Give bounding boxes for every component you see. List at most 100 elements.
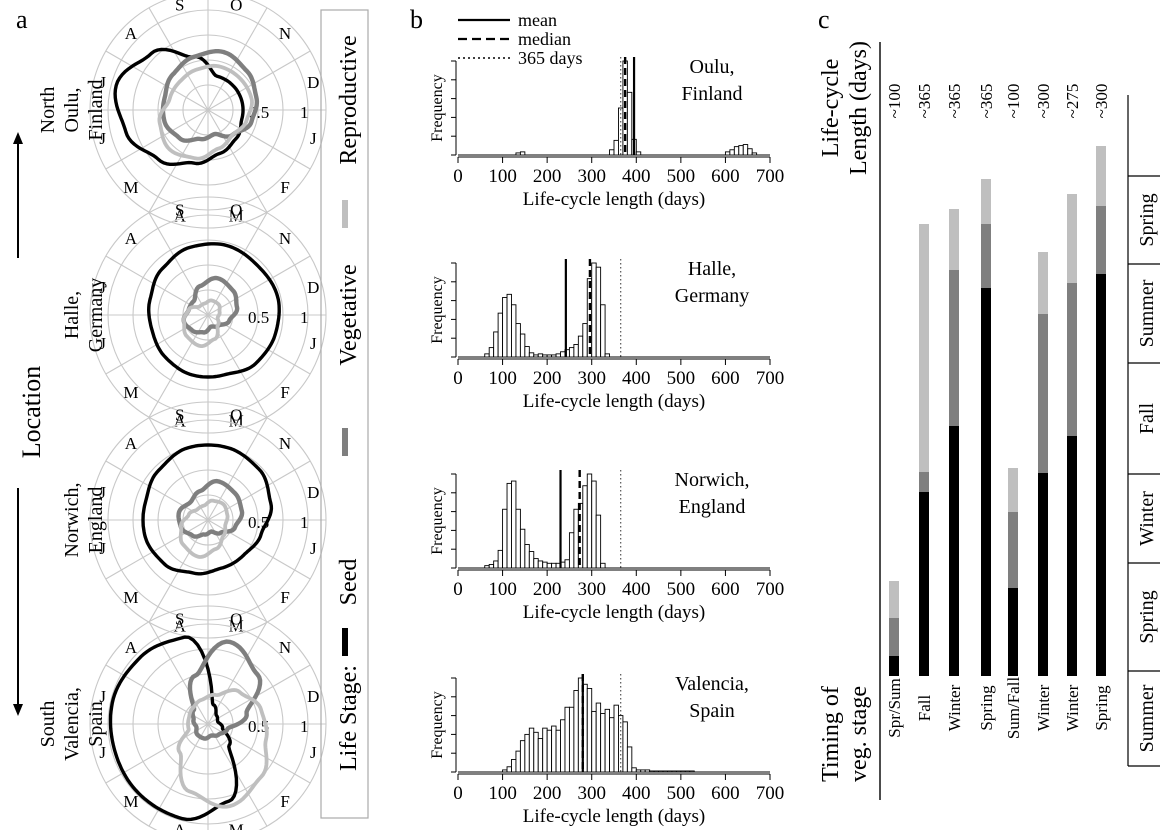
hist-bar xyxy=(502,297,508,358)
location-axis: Location xyxy=(13,132,46,716)
polar-spoke xyxy=(105,109,209,170)
month-label: M xyxy=(229,820,244,830)
site-name: Spain xyxy=(689,700,735,722)
rep-segment xyxy=(1096,146,1106,206)
site-label: England xyxy=(85,487,107,554)
season-label: Spring xyxy=(1136,590,1158,643)
life-stage-legend: Life Stage: Seed Vegetative Reproductive xyxy=(320,9,369,819)
month-label: J xyxy=(99,743,106,762)
y-axis-label: Frequency xyxy=(429,74,446,142)
hist-bar xyxy=(493,560,499,569)
seed-curve-2 xyxy=(141,443,274,576)
histogram-1: Frequency 0 100 200 300 400 500 600 700 Life-cycl… xyxy=(429,258,784,412)
panel-label-a: a xyxy=(16,5,28,34)
month-label: S xyxy=(175,0,184,15)
polar-spoke xyxy=(105,50,209,111)
hist-bar xyxy=(555,729,561,773)
hist-bar xyxy=(542,561,548,569)
hist-bar xyxy=(568,706,575,773)
hist-bar xyxy=(675,770,682,773)
hist-bar xyxy=(591,480,597,569)
site-name: Halle, xyxy=(688,258,736,280)
stacked-bar-0 xyxy=(889,581,899,676)
hist-bar xyxy=(528,551,535,569)
stacked-bar-5 xyxy=(1038,252,1048,676)
hist-bar xyxy=(680,770,686,773)
stacked-bar-7 xyxy=(1096,146,1106,676)
veg-curve-0 xyxy=(160,49,260,143)
polar-spoke xyxy=(148,109,209,213)
x-axis-label: Life-cycle length (days) xyxy=(523,189,706,210)
rep-segment xyxy=(919,224,929,472)
x-tick-label: 200 xyxy=(533,368,562,389)
x-tick-label: 700 xyxy=(756,579,785,600)
hist-bar xyxy=(568,347,575,358)
rep-curve-3 xyxy=(176,688,269,809)
month-label: M xyxy=(123,178,138,197)
hist-bar xyxy=(600,304,606,358)
category-label: Fall xyxy=(915,695,934,722)
rep-segment xyxy=(1008,468,1018,512)
category-label: Winter xyxy=(1034,684,1053,731)
x-tick-label: 0 xyxy=(453,166,463,187)
hist-bar xyxy=(573,690,579,773)
hist-bar xyxy=(542,727,548,773)
hist-bar xyxy=(524,346,530,358)
month-label: J xyxy=(310,334,317,353)
month-label: J xyxy=(99,73,106,92)
hist-bar xyxy=(542,354,548,358)
veg-segment xyxy=(1067,283,1077,436)
veg-segment xyxy=(1096,206,1106,274)
hist-bar xyxy=(738,145,744,156)
month-label: O xyxy=(230,610,242,629)
veg-segment xyxy=(919,472,929,492)
site-name: England xyxy=(679,496,746,518)
polar-spoke xyxy=(105,519,209,580)
month-label: J xyxy=(99,539,106,558)
hist-legend-365: 365 days xyxy=(518,48,583,68)
hist-bar xyxy=(600,713,606,773)
legend-item-vegetative: Vegetative xyxy=(336,264,362,365)
hist-bar xyxy=(662,770,668,773)
x-tick-label: 700 xyxy=(756,368,785,389)
veg-segment xyxy=(1038,314,1048,473)
hist-bar xyxy=(689,770,695,773)
month-label: F xyxy=(280,588,289,607)
hist-bar xyxy=(555,353,561,358)
hist-bar xyxy=(609,149,615,156)
y-axis-label: Frequency xyxy=(429,691,446,759)
x-tick-label: 400 xyxy=(622,166,651,187)
month-label: J xyxy=(310,539,317,558)
hist-bar xyxy=(528,352,535,358)
hist-bar xyxy=(519,333,526,358)
hist-bar xyxy=(604,708,610,773)
histogram-0: Frequency 0 100 200 300 400 500 600 700 Life-cycl… xyxy=(429,56,784,210)
veg-curve-2 xyxy=(176,478,245,539)
hist-bar xyxy=(484,565,490,569)
month-label: M xyxy=(123,383,138,402)
polar-spoke xyxy=(148,417,209,521)
x-tick-label: 500 xyxy=(667,368,696,389)
veg-segment xyxy=(1008,512,1018,588)
radial-tick-label: 0.5 xyxy=(248,308,269,327)
hist-bar xyxy=(551,354,557,358)
site-label: South xyxy=(37,701,59,748)
x-tick-label: 700 xyxy=(756,783,785,804)
hist-bar xyxy=(613,704,619,773)
seed-segment xyxy=(1008,588,1018,676)
hist-bar xyxy=(502,769,508,773)
month-label: D xyxy=(307,687,319,706)
polar-spoke xyxy=(148,723,209,827)
category-label: Spring xyxy=(977,685,996,731)
rep-curve-2 xyxy=(178,498,230,559)
month-label: O xyxy=(230,406,242,425)
rep-curve-0 xyxy=(157,63,254,161)
month-label: N xyxy=(279,229,291,248)
month-label: J xyxy=(310,129,317,148)
site-label: Oulu, xyxy=(61,88,83,133)
hist-bar xyxy=(502,508,508,569)
month-label: A xyxy=(174,820,187,830)
hist-bar xyxy=(551,725,557,773)
